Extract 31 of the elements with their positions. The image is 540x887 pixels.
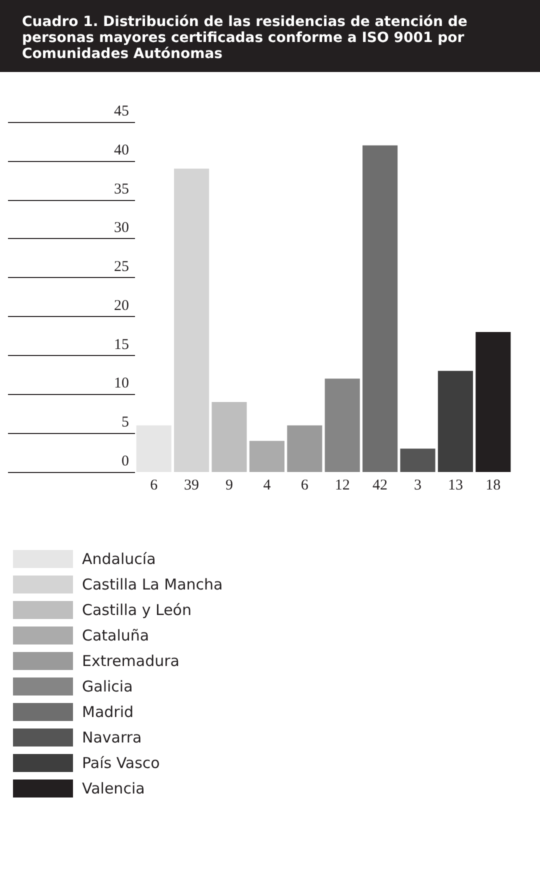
data-label: 39 (184, 478, 200, 494)
legend-label: País Vasco (82, 754, 160, 772)
data-label: 12 (334, 478, 350, 494)
legend-label: Castilla y León (82, 601, 192, 619)
legend-label: Valencia (82, 780, 145, 798)
legend-label: Navarra (82, 728, 142, 746)
legend-label: Galicia (82, 678, 133, 696)
y-tick-label: 45 (114, 104, 129, 120)
y-tick-label: 35 (114, 181, 129, 198)
y-tick-label: 10 (114, 376, 129, 392)
y-tick-label: 40 (114, 142, 129, 158)
data-label: 9 (226, 478, 233, 494)
y-tick-label: 0 (122, 454, 129, 470)
y-tick-label: 15 (114, 336, 129, 353)
legend-label: Madrid (82, 703, 134, 721)
y-tick-label: 20 (114, 298, 129, 314)
legend-label: Extremadura (82, 652, 180, 670)
chart-title: Cuadro 1. Distribución de las residencias de atención de personas mayores certificadas conforme a ISO 9001 por Comunidades Autónomas (22, 14, 472, 62)
y-tick-label: 25 (114, 259, 129, 276)
data-label: 3 (414, 478, 422, 494)
legend-label: Castilla La Mancha (82, 576, 223, 594)
y-tick-label: 30 (114, 220, 129, 236)
data-label: 42 (372, 478, 388, 494)
legend-label: Andalucía (82, 550, 156, 568)
y-tick-label: 5 (122, 414, 129, 431)
data-label: 6 (300, 478, 309, 494)
data-label: 6 (150, 478, 158, 494)
data-label: 18 (486, 478, 501, 494)
legend-label: Cataluña (82, 626, 150, 644)
data-label: 4 (263, 478, 272, 494)
data-label: 13 (448, 478, 463, 494)
